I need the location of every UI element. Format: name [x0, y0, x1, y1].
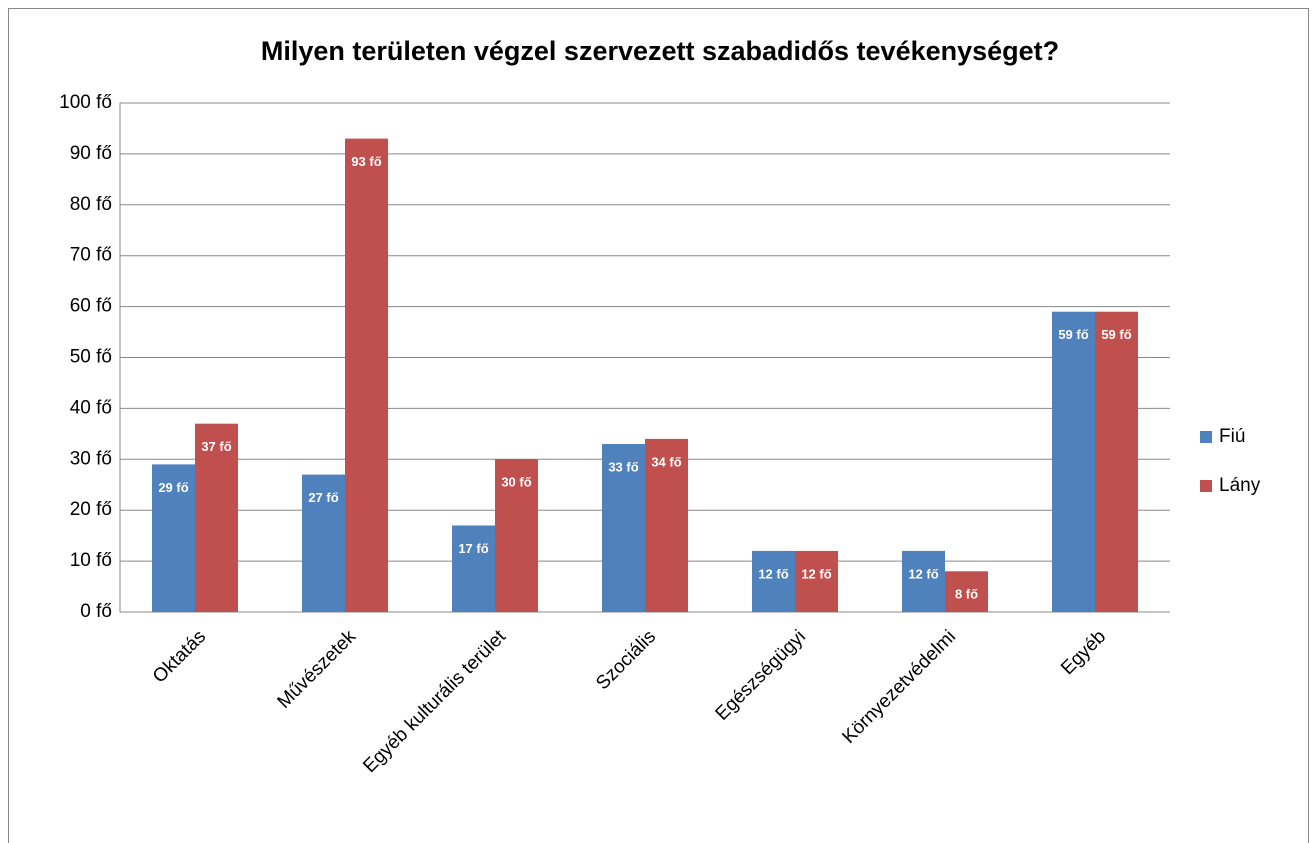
data-label: 27 fő [308, 490, 338, 505]
y-tick-label: 50 fő [70, 347, 112, 368]
y-tick-label: 70 fő [70, 245, 112, 266]
y-tick-label: 80 fő [70, 194, 112, 215]
data-label: 33 fő [608, 459, 638, 474]
y-tick-label: 0 fő [80, 601, 112, 622]
data-label: 34 fő [651, 454, 681, 469]
data-label: 59 fő [1101, 327, 1131, 342]
bar [945, 571, 988, 612]
data-label: 93 fő [351, 154, 381, 169]
data-label: 30 fő [501, 475, 531, 490]
bar [902, 550, 945, 612]
y-tick-label: 30 fő [70, 448, 112, 469]
bar [495, 459, 538, 612]
data-label: 12 fő [908, 566, 938, 581]
data-label: 12 fő [801, 566, 831, 581]
bar [195, 423, 238, 612]
bar [752, 550, 795, 612]
bar [795, 550, 838, 612]
y-tick-label: 10 fő [70, 550, 112, 571]
legend-swatch [1200, 431, 1212, 443]
chart-title: Milyen területen végzel szervezett szaba… [261, 36, 1059, 66]
legend-swatch [1200, 480, 1212, 492]
bar [645, 438, 688, 612]
bar [1095, 311, 1138, 612]
data-label: 12 fő [758, 566, 788, 581]
data-label: 37 fő [201, 439, 231, 454]
bar [302, 474, 345, 612]
bar [452, 525, 495, 612]
bar [1052, 311, 1095, 612]
y-tick-label: 40 fő [70, 397, 112, 418]
bar [345, 138, 388, 612]
data-label: 29 fő [158, 480, 188, 495]
y-tick-label: 20 fő [70, 499, 112, 520]
legend-label: Fiú [1219, 426, 1245, 447]
legend-label: Lány [1219, 475, 1261, 496]
bar [152, 464, 195, 612]
data-label: 8 fő [955, 587, 978, 602]
y-tick-label: 90 fő [70, 143, 112, 164]
bar [602, 444, 645, 612]
data-label: 59 fő [1058, 327, 1088, 342]
y-tick-label: 60 fő [70, 296, 112, 317]
y-tick-label: 100 fő [59, 92, 112, 113]
data-label: 17 fő [458, 541, 488, 556]
